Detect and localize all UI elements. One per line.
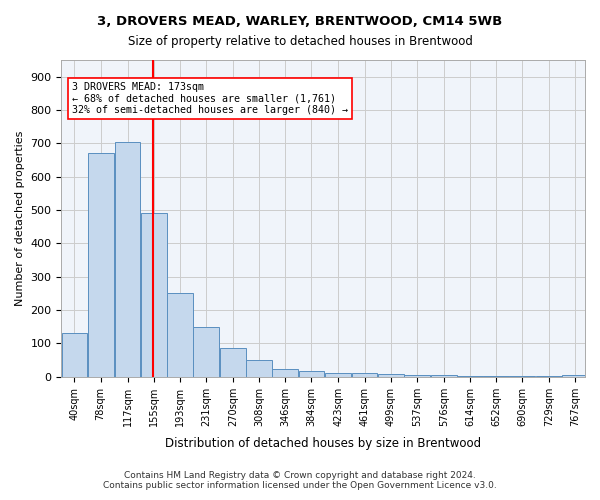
X-axis label: Distribution of detached houses by size in Brentwood: Distribution of detached houses by size … [165,437,481,450]
Bar [352,374,377,377]
Bar [509,376,535,377]
Text: Contains HM Land Registry data © Crown copyright and database right 2024.
Contai: Contains HM Land Registry data © Crown c… [103,470,497,490]
Bar [115,142,140,377]
Text: 3, DROVERS MEAD, WARLEY, BRENTWOOD, CM14 5WB: 3, DROVERS MEAD, WARLEY, BRENTWOOD, CM14… [97,15,503,28]
Bar [457,376,483,377]
Bar [193,327,219,377]
Bar [272,370,298,377]
Y-axis label: Number of detached properties: Number of detached properties [15,130,25,306]
Bar [378,374,404,377]
Bar [141,214,167,377]
Bar [88,154,113,377]
Bar [325,373,351,377]
Bar [167,294,193,377]
Text: Size of property relative to detached houses in Brentwood: Size of property relative to detached ho… [128,35,472,48]
Bar [62,334,88,377]
Bar [299,371,325,377]
Bar [431,376,457,377]
Bar [246,360,272,377]
Bar [562,375,588,377]
Bar [220,348,246,377]
Bar [404,375,430,377]
Bar [483,376,509,377]
Text: 3 DROVERS MEAD: 173sqm
← 68% of detached houses are smaller (1,761)
32% of semi-: 3 DROVERS MEAD: 173sqm ← 68% of detached… [72,82,348,116]
